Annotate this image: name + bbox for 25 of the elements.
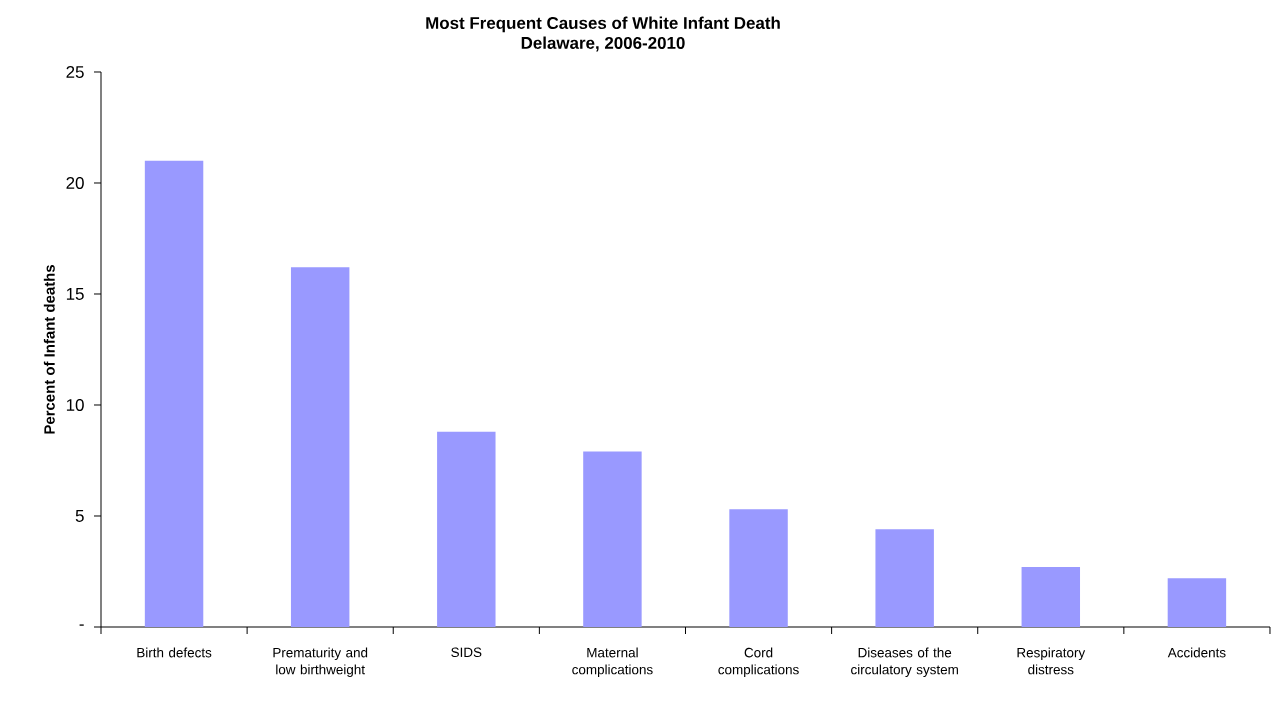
x-tick-label: Cord complications xyxy=(718,647,799,677)
x-tick-label: Maternal complications xyxy=(572,647,653,677)
y-tick-label: 10 xyxy=(66,399,84,411)
bar xyxy=(437,431,496,627)
y-tick-label: 20 xyxy=(66,177,84,189)
y-tick-label: - xyxy=(79,624,84,626)
x-tick-label: Accidents xyxy=(1167,647,1226,658)
x-tick-label: Birth defects xyxy=(137,647,212,658)
bar xyxy=(875,529,934,627)
x-tick-label: Prematurity and low birthweight xyxy=(273,647,368,677)
x-tick-label: Diseases of the circulatory system xyxy=(851,647,958,677)
x-tick-label: SIDS xyxy=(451,647,482,658)
chart-subtitle: Delaware, 2006-2010 xyxy=(521,36,685,52)
y-tick-label: 15 xyxy=(66,288,84,300)
bar xyxy=(144,160,204,627)
x-tick-label: Respiratory distress xyxy=(1017,647,1086,675)
bar xyxy=(583,451,642,627)
bar xyxy=(729,509,788,627)
y-tick-label: 25 xyxy=(66,66,84,78)
bar xyxy=(290,267,350,627)
bar xyxy=(1021,567,1081,627)
bar xyxy=(1167,578,1227,627)
y-tick-label: 5 xyxy=(75,510,84,522)
y-axis-title: Percent of Infant deaths xyxy=(43,265,55,434)
chart-title: Most Frequent Causes of White Infant Death xyxy=(426,16,780,33)
